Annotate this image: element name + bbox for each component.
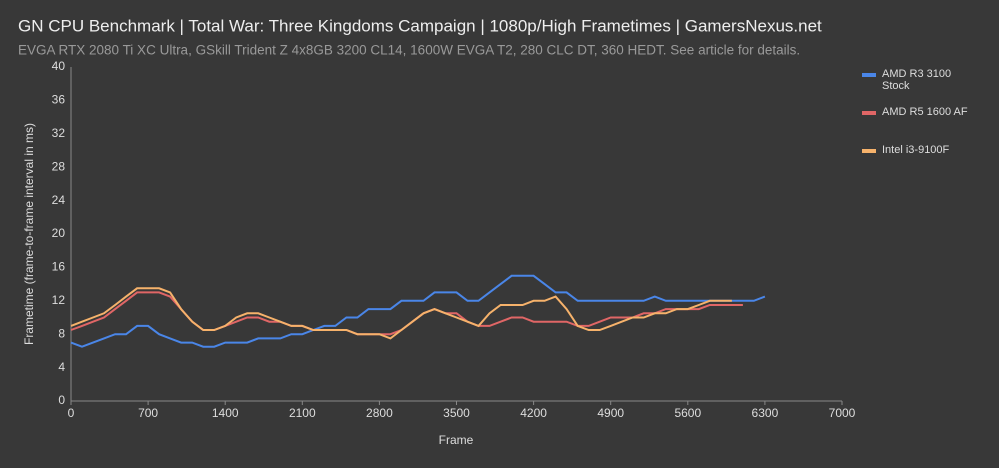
x-tick-label: 6300 [752, 406, 779, 420]
y-tick-label: 12 [52, 293, 66, 307]
legend-swatch [862, 149, 876, 153]
x-tick-label: 2100 [289, 406, 316, 420]
legend-label: Intel i3-9100F [882, 144, 950, 156]
legend-swatch [862, 111, 876, 115]
chart-title: GN CPU Benchmark | Total War: Three King… [18, 16, 822, 35]
series-line [70, 291, 743, 336]
series-line [70, 287, 732, 340]
x-tick-label: 5600 [674, 406, 701, 420]
y-tick-label: 32 [52, 126, 66, 140]
y-tick-label: 36 [52, 93, 66, 107]
y-tick-label: 0 [58, 393, 65, 407]
y-tick-label: 20 [52, 226, 66, 240]
legend-entry: Intel i3-9100F [862, 144, 972, 156]
legend-entry: AMD R5 1600 AF [862, 106, 972, 118]
series-line [70, 274, 766, 348]
legend-label: AMD R5 1600 AF [882, 106, 968, 118]
x-tick-label: 4900 [597, 406, 624, 420]
chart-subtitle: EVGA RTX 2080 Ti XC Ultra, GSkill Triden… [18, 43, 800, 58]
y-tick-label: 40 [52, 59, 66, 73]
y-tick-label: 8 [58, 326, 65, 340]
x-tick-label: 4200 [520, 406, 547, 420]
y-tick-label: 16 [52, 260, 66, 274]
x-tick-label: 0 [68, 406, 75, 420]
x-tick-label: 700 [138, 406, 158, 420]
legend-entry: AMD R3 3100 Stock [862, 68, 972, 92]
y-tick-label: 4 [58, 360, 65, 374]
legend-label: AMD R3 3100 Stock [882, 68, 952, 92]
x-axis-label: Frame [439, 433, 474, 447]
y-tick-label: 28 [52, 159, 66, 173]
x-tick-label: 1400 [212, 406, 239, 420]
legend-swatch [862, 73, 876, 77]
y-axis-label: Frametime (frame-to-frame interval in ms… [22, 123, 36, 345]
x-tick-label: 2800 [366, 406, 393, 420]
x-tick-label: 7000 [829, 406, 856, 420]
x-tick-label: 3500 [443, 406, 470, 420]
y-tick-label: 24 [52, 193, 66, 207]
